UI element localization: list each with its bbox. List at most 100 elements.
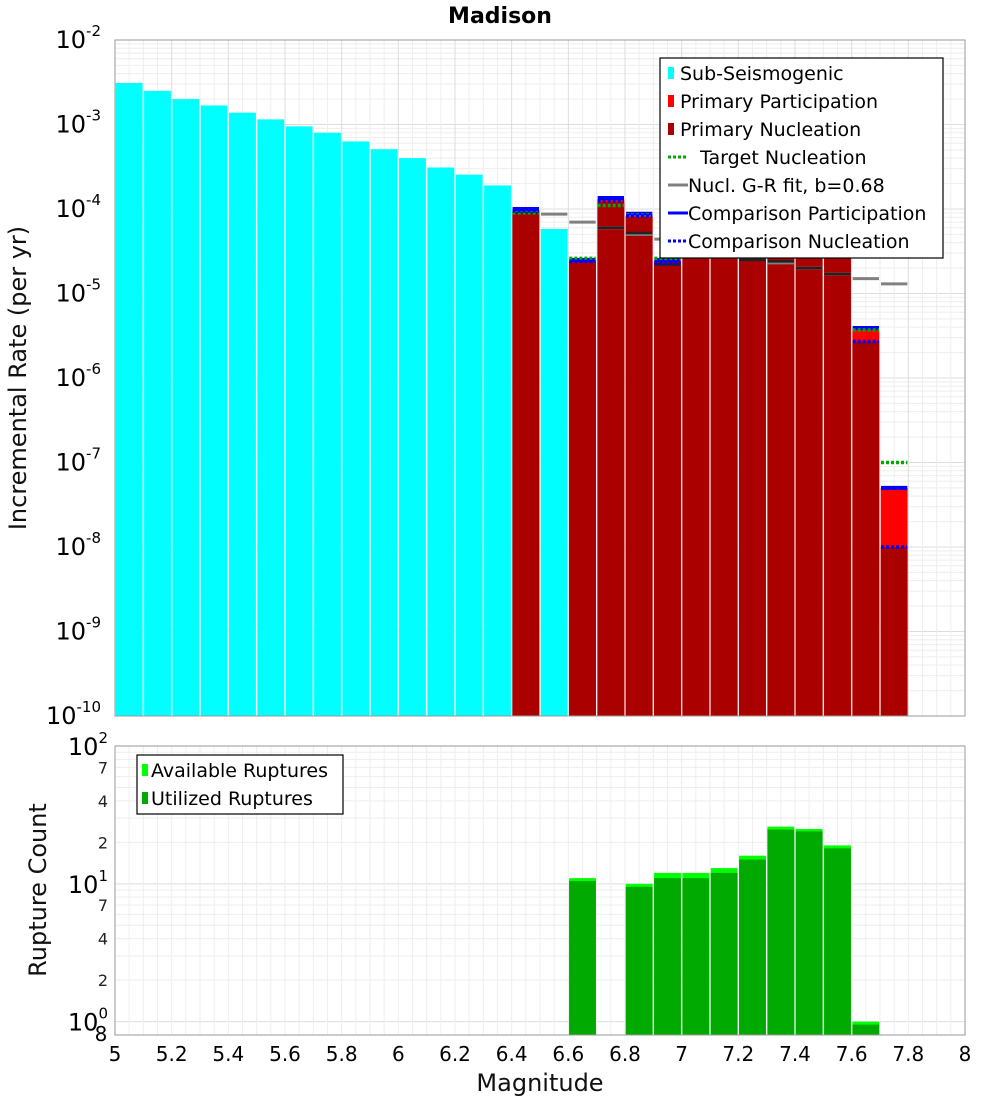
x-tick-label: 5.8: [326, 1042, 358, 1066]
bar-primary-nucleation: [739, 246, 766, 716]
x-tick-label: 6.2: [439, 1042, 471, 1066]
bottom-y-tick-label: 2: [98, 971, 108, 990]
bar-utilized-ruptures: [710, 872, 738, 1035]
bar-primary-nucleation: [682, 238, 710, 717]
legend-label: Comparison Nucleation: [688, 231, 910, 253]
bar-utilized-ruptures: [569, 881, 596, 1035]
bottom-y-tick-label: 7: [98, 896, 108, 915]
bar-utilized-ruptures: [739, 859, 766, 1035]
bar-utilized-ruptures: [824, 848, 851, 1035]
bottom-plot-frame: [114, 745, 966, 1036]
x-tick-label: 5.2: [156, 1042, 188, 1066]
top-y-tick-label: 10-6: [55, 360, 101, 392]
bar-utilized-ruptures: [767, 829, 795, 1035]
bar-primary-nucleation: [852, 341, 880, 716]
x-tick-label: 6.6: [552, 1042, 584, 1066]
bar-sub-seismogenic: [484, 185, 511, 717]
bottom-y-tick-label: 2: [98, 833, 108, 852]
bar-primary-nucleation: [512, 210, 540, 716]
top-y-tick-label: 10-3: [55, 107, 101, 139]
bottom-y-axis-label: Rupture Count: [24, 803, 52, 977]
bar-sub-seismogenic: [285, 126, 313, 717]
bottom-y-tick-label: 100: [68, 1005, 108, 1037]
bar-sub-seismogenic: [115, 82, 143, 717]
bottom-y-tick-label: 4: [98, 930, 108, 949]
x-tick-label: 5: [109, 1042, 122, 1066]
bottom-extra-tick-label: 8: [95, 1022, 108, 1046]
bar-sub-seismogenic: [540, 228, 568, 716]
bar-sub-seismogenic: [200, 105, 228, 716]
x-tick-label: 7.8: [892, 1042, 924, 1066]
legend-label: Sub-Seismogenic: [680, 63, 844, 85]
chart-title: Madison: [448, 4, 552, 29]
x-tick-label: 6.4: [496, 1042, 528, 1066]
bar-utilized-ruptures: [654, 878, 681, 1035]
bar-primary-nucleation: [767, 246, 795, 716]
legend-label: Primary Nucleation: [680, 119, 861, 141]
x-tick-label: 5.6: [269, 1042, 301, 1066]
top-y-tick-label: 10-2: [55, 22, 101, 54]
top-y-tick-label: 10-10: [46, 698, 101, 730]
bar-primary-nucleation: [597, 202, 625, 716]
bar-primary-nucleation: [625, 216, 653, 717]
bottom-y-tick-label: 101: [68, 867, 108, 899]
x-tick-label: 6.8: [609, 1042, 641, 1066]
top-y-tick-label: 10-7: [55, 445, 101, 477]
bar-utilized-ruptures: [795, 831, 823, 1035]
bar-sub-seismogenic: [342, 141, 370, 717]
legend-swatch: [142, 764, 148, 776]
x-tick-label: 7.6: [836, 1042, 868, 1066]
legend-label: Target Nucleation: [699, 147, 867, 169]
bar-sub-seismogenic: [455, 174, 483, 717]
bottom-plot-bars: [569, 826, 880, 1035]
bar-primary-nucleation: [824, 253, 851, 716]
bottom-legend-box: [136, 754, 344, 815]
top-y-axis-label: Incremental Rate (per yr): [4, 226, 32, 530]
bar-primary-nucleation: [569, 261, 596, 716]
bottom-y-tick-label: 7: [98, 758, 108, 777]
bar-sub-seismogenic: [399, 158, 426, 717]
legend-swatch: [668, 123, 674, 135]
bar-sub-seismogenic: [370, 149, 398, 716]
bar-utilized-ruptures: [682, 878, 710, 1035]
bar-utilized-ruptures: [852, 1024, 880, 1035]
top-y-tick-label: 10-4: [55, 191, 101, 223]
bottom-y-tick-label: 4: [98, 792, 108, 811]
bottom-y-tick-label: 102: [68, 729, 108, 761]
bar-primary-nucleation: [710, 235, 738, 716]
legend-label: Available Ruptures: [151, 760, 328, 782]
x-tick-label: 5.4: [212, 1042, 244, 1066]
legend-swatch: [668, 95, 674, 107]
bar-sub-seismogenic: [314, 132, 341, 716]
top-y-tick-labels: 10-10 10-9 10-8 10-7 10-6 10-5 10-4 10-3 10-2: [46, 22, 101, 730]
top-plot-bars: [115, 82, 908, 717]
bottom-legend: Available Ruptures Utilized Ruptures: [136, 754, 344, 815]
legend-swatch: [142, 792, 148, 804]
bar-sub-seismogenic: [172, 99, 200, 716]
legend-label: Nucl. G-R fit, b=0.68: [688, 175, 885, 197]
top-y-tick-label: 10-9: [55, 614, 101, 646]
x-tick-labels: 5 5.2 5.4 5.6 5.8 6 6.2 6.4 6.6 6.8 7 7.2 7.4 7.6 7.8 8: [109, 1042, 972, 1066]
bar-primary-nucleation: [880, 547, 908, 716]
x-axis-label: Magnitude: [476, 1069, 603, 1097]
x-tick-label: 7: [675, 1042, 688, 1066]
top-plot-frame: [114, 39, 966, 717]
bar-primary-nucleation: [654, 261, 681, 716]
legend-swatch: [668, 67, 674, 79]
bar-sub-seismogenic: [229, 112, 256, 716]
bar-sub-seismogenic: [257, 119, 285, 716]
top-legend-box: [659, 57, 944, 259]
x-tick-label: 8: [959, 1042, 972, 1066]
top-legend: Sub-Seismogenic Primary Participation Prim…: [659, 57, 944, 259]
top-y-tick-label: 10-5: [55, 276, 101, 308]
legend-label: Primary Participation: [680, 91, 878, 113]
x-tick-label: 6: [392, 1042, 405, 1066]
x-tick-label: 7.2: [722, 1042, 754, 1066]
bar-primary-nucleation: [795, 239, 823, 717]
legend-label: Comparison Participation: [688, 203, 926, 225]
bar-sub-seismogenic: [427, 167, 455, 717]
top-y-tick-label: 10-8: [55, 529, 101, 561]
bar-sub-seismogenic: [144, 90, 171, 716]
